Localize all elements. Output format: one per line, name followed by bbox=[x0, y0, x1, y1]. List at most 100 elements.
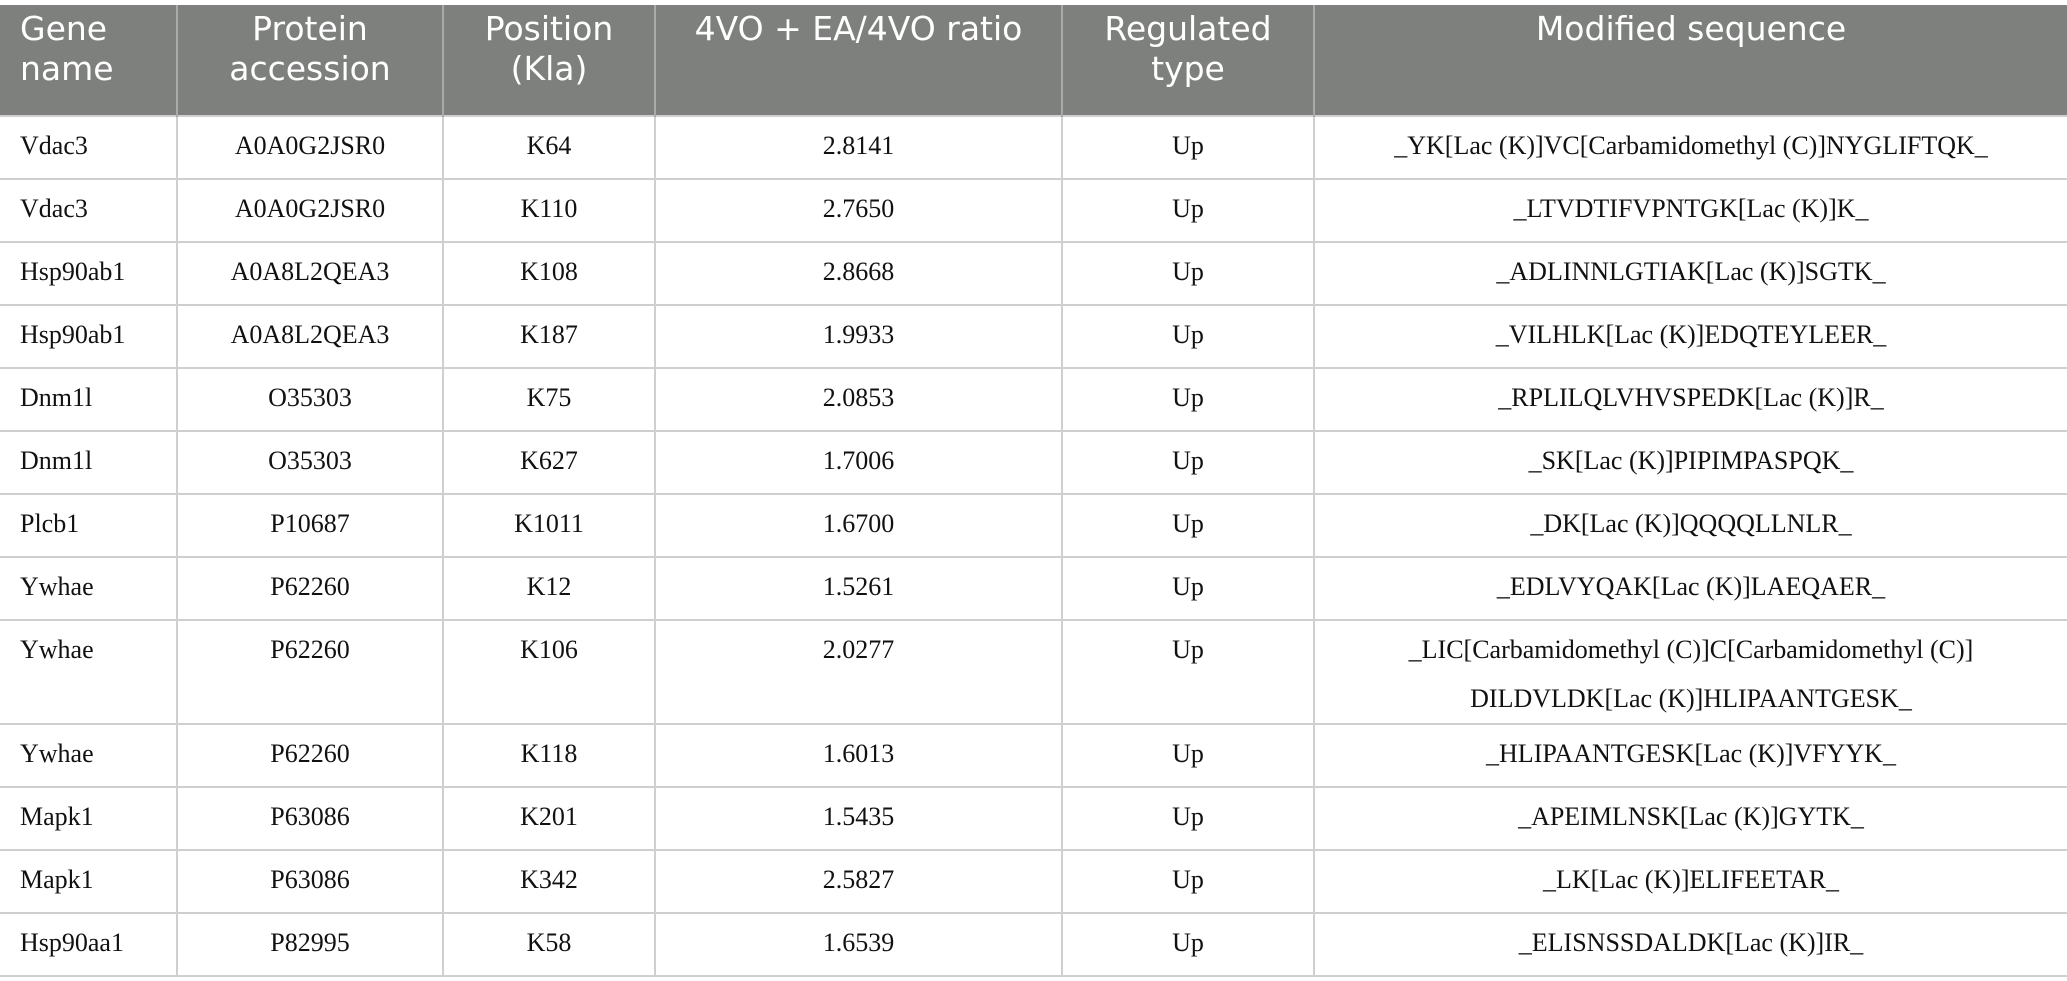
table-cell: Up bbox=[1061, 430, 1315, 495]
table-cell: Vdac3 bbox=[0, 178, 178, 243]
table-cell: Ywhae bbox=[0, 723, 178, 788]
table-row: Vdac3 A0A0G2JSR0 K110 2.7650 Up _LTVDTIFVPNTG… bbox=[0, 178, 2067, 243]
table-cell: Ywhae bbox=[0, 556, 178, 621]
table-row: Hsp90ab1 A0A8L2QEA3 K187 1.9933 Up _VILHLK[La… bbox=[0, 304, 2067, 369]
table-cell: P82995 bbox=[176, 912, 444, 977]
header-cell: Position (Kla) bbox=[443, 5, 656, 116]
table-cell: Up bbox=[1061, 556, 1315, 621]
table-cell: O35303 bbox=[176, 367, 444, 432]
table-cell: K187 bbox=[442, 304, 656, 369]
table-cell: P63086 bbox=[176, 786, 444, 851]
table-cell: 1.6013 bbox=[654, 723, 1063, 788]
table-cell: K58 bbox=[442, 912, 656, 977]
table-cell: Ywhae bbox=[0, 619, 178, 725]
table-cell: Up bbox=[1061, 912, 1315, 977]
header-cell: Gene name bbox=[0, 5, 178, 116]
table-cell: K110 bbox=[442, 178, 656, 243]
table-cell: P63086 bbox=[176, 849, 444, 914]
table-cell: Dnm1l bbox=[0, 367, 178, 432]
table-cell: Up bbox=[1061, 723, 1315, 788]
table-row: Hsp90ab1 A0A8L2QEA3 K108 2.8668 Up _ADLINNLGT… bbox=[0, 241, 2067, 306]
table-cell: 2.0277 bbox=[654, 619, 1063, 725]
table-cell: Hsp90ab1 bbox=[0, 241, 178, 306]
table-cell: K1011 bbox=[442, 493, 656, 558]
table-cell: 2.0853 bbox=[654, 367, 1063, 432]
table-cell: _LIC[Carbamidomethyl (C)]C[Carbamidometh… bbox=[1313, 619, 2067, 725]
table-cell: Up bbox=[1061, 367, 1315, 432]
table-cell: _LK[Lac (K)]ELIFEETAR_ bbox=[1313, 849, 2067, 914]
table-cell: 1.5435 bbox=[654, 786, 1063, 851]
table-cell: Vdac3 bbox=[0, 115, 178, 180]
table-row: Dnm1l O35303 K75 2.0853 Up _RPLILQLVHVSPEDK[L… bbox=[0, 367, 2067, 432]
table-cell: K64 bbox=[442, 115, 656, 180]
page: Gene name Protein accession Position (Kla)… bbox=[0, 5, 2067, 981]
table-body: Vdac3 A0A0G2JSR0 K64 2.8141 Up _YK[Lac (K)]VC… bbox=[0, 115, 2067, 977]
table-cell: 2.7650 bbox=[654, 178, 1063, 243]
table-cell: _DK[Lac (K)]QQQQLLNLR_ bbox=[1313, 493, 2067, 558]
table-cell: _VILHLK[Lac (K)]EDQTEYLEER_ bbox=[1313, 304, 2067, 369]
table-cell: _ELISNSSDALDK[Lac (K)]IR_ bbox=[1313, 912, 2067, 977]
table-cell: _HLIPAANTGESK[Lac (K)]VFYYK_ bbox=[1313, 723, 2067, 788]
table-row: Hsp90aa1 P82995 K58 1.6539 Up _ELISNSSDALDK[L… bbox=[0, 912, 2067, 977]
table-cell: 1.7006 bbox=[654, 430, 1063, 495]
table-cell: _ADLINNLGTIAK[Lac (K)]SGTK_ bbox=[1313, 241, 2067, 306]
table-cell: _APEIMLNSK[Lac (K)]GYTK_ bbox=[1313, 786, 2067, 851]
table-cell: _EDLVYQAK[Lac (K)]LAEQAER_ bbox=[1313, 556, 2067, 621]
header-cell: Protein accession bbox=[177, 5, 444, 116]
table-cell: P10687 bbox=[176, 493, 444, 558]
header-cell: Regulated type bbox=[1062, 5, 1315, 116]
table-cell: K342 bbox=[442, 849, 656, 914]
table-cell: Hsp90aa1 bbox=[0, 912, 178, 977]
table-cell: _YK[Lac (K)]VC[Carbamidomethyl (C)]NYGLI… bbox=[1313, 115, 2067, 180]
table-row: Ywhae P62260 K118 1.6013 Up _HLIPAANTGESK[Lac… bbox=[0, 723, 2067, 788]
header-cell: Modified sequence bbox=[1314, 5, 2067, 116]
header-cell: 4VO + EA/4VO ratio bbox=[655, 5, 1063, 116]
table-cell: Plcb1 bbox=[0, 493, 178, 558]
table-cell: 1.6539 bbox=[654, 912, 1063, 977]
table-cell: K12 bbox=[442, 556, 656, 621]
table-cell: Hsp90ab1 bbox=[0, 304, 178, 369]
table-cell: K75 bbox=[442, 367, 656, 432]
table-cell: P62260 bbox=[176, 619, 444, 725]
table-row: Ywhae P62260 K12 1.5261 Up _EDLVYQAK[Lac (K)]… bbox=[0, 556, 2067, 621]
table-cell: 1.6700 bbox=[654, 493, 1063, 558]
table-cell: 2.8141 bbox=[654, 115, 1063, 180]
table-cell: 1.9933 bbox=[654, 304, 1063, 369]
table-cell: Mapk1 bbox=[0, 786, 178, 851]
table-cell: Up bbox=[1061, 619, 1315, 725]
table-row: Vdac3 A0A0G2JSR0 K64 2.8141 Up _YK[Lac (K)]VC… bbox=[0, 115, 2067, 180]
table-cell: O35303 bbox=[176, 430, 444, 495]
table-cell: Up bbox=[1061, 304, 1315, 369]
table-cell: K118 bbox=[442, 723, 656, 788]
table-row: Mapk1 P63086 K201 1.5435 Up _APEIMLNSK[Lac (K… bbox=[0, 786, 2067, 851]
table-cell: A0A0G2JSR0 bbox=[176, 115, 444, 180]
table-cell: P62260 bbox=[176, 723, 444, 788]
table-row: Dnm1l O35303 K627 1.7006 Up _SK[Lac (K)]PIPIM… bbox=[0, 430, 2067, 495]
table-cell: _RPLILQLVHVSPEDK[Lac (K)]R_ bbox=[1313, 367, 2067, 432]
table-cell: _LTVDTIFVPNTGK[Lac (K)]K_ bbox=[1313, 178, 2067, 243]
table-cell: _SK[Lac (K)]PIPIMPASPQK_ bbox=[1313, 430, 2067, 495]
table-cell: A0A8L2QEA3 bbox=[176, 304, 444, 369]
table-cell: Mapk1 bbox=[0, 849, 178, 914]
table-cell: K201 bbox=[442, 786, 656, 851]
table-cell: K108 bbox=[442, 241, 656, 306]
table-cell: 2.8668 bbox=[654, 241, 1063, 306]
table-cell: Up bbox=[1061, 115, 1315, 180]
table-cell: Up bbox=[1061, 786, 1315, 851]
table-cell: Up bbox=[1061, 849, 1315, 914]
data-table: Gene name Protein accession Position (Kla)… bbox=[0, 5, 2067, 977]
table-cell: Up bbox=[1061, 493, 1315, 558]
table-cell: Dnm1l bbox=[0, 430, 178, 495]
table-cell: 2.5827 bbox=[654, 849, 1063, 914]
table-cell: P62260 bbox=[176, 556, 444, 621]
table-cell: Up bbox=[1061, 178, 1315, 243]
table-cell: A0A8L2QEA3 bbox=[176, 241, 444, 306]
table-row: Plcb1 P10687 K1011 1.6700 Up _DK[Lac (K)]QQQQ… bbox=[0, 493, 2067, 558]
header-row: Gene name Protein accession Position (Kla)… bbox=[0, 5, 2067, 116]
table-cell: K627 bbox=[442, 430, 656, 495]
table-cell: 1.5261 bbox=[654, 556, 1063, 621]
table-row: Ywhae P62260 K106 2.0277 Up _LIC[Carbamidomet… bbox=[0, 619, 2067, 725]
table-row: Mapk1 P63086 K342 2.5827 Up _LK[Lac (K)]ELIFE… bbox=[0, 849, 2067, 914]
table-cell: Up bbox=[1061, 241, 1315, 306]
table-cell: A0A0G2JSR0 bbox=[176, 178, 444, 243]
